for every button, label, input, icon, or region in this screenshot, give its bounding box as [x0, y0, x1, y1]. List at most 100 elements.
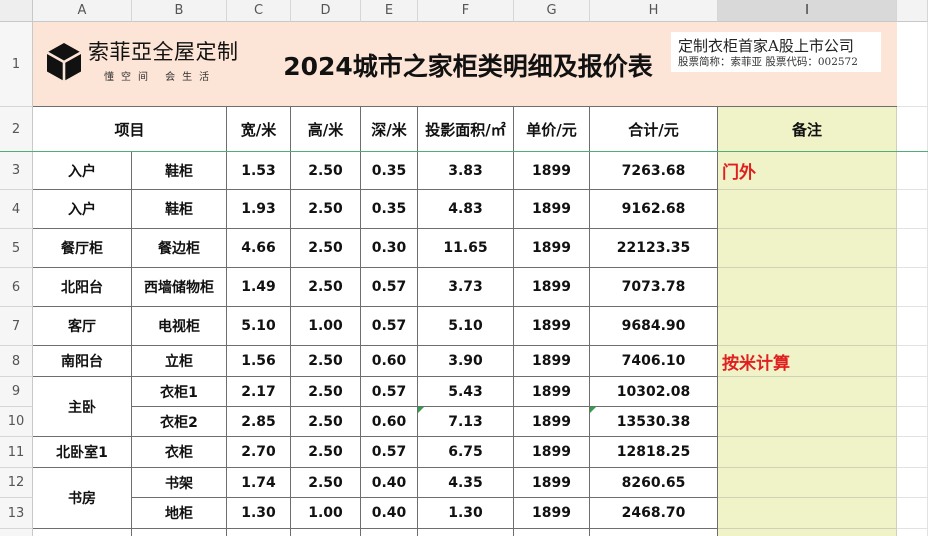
- cell-item-name[interactable]: 鞋柜: [132, 190, 227, 229]
- cell-unit-price[interactable]: 1899: [514, 229, 590, 268]
- column-header-b[interactable]: B: [132, 0, 227, 22]
- cell-area[interactable]: 5.43: [418, 377, 514, 407]
- row-header-5[interactable]: 5: [0, 229, 33, 268]
- cell-area[interactable]: 6.75: [418, 437, 514, 468]
- cell-area[interactable]: 5.10: [418, 307, 514, 346]
- select-all-corner[interactable]: [0, 0, 33, 22]
- cell-total[interactable]: 8260.65: [590, 468, 718, 498]
- header-unit-price[interactable]: 单价/元: [514, 107, 590, 152]
- column-header-next[interactable]: [897, 0, 928, 22]
- empty-cell[interactable]: [897, 190, 928, 229]
- empty-cell[interactable]: [291, 529, 361, 536]
- empty-cell[interactable]: [897, 468, 928, 498]
- row-header-1[interactable]: 1: [0, 22, 33, 107]
- cell-unit-price[interactable]: 1899: [514, 268, 590, 307]
- cell-total[interactable]: 9162.68: [590, 190, 718, 229]
- cell-height[interactable]: 2.50: [291, 229, 361, 268]
- row-header-6[interactable]: 6: [0, 268, 33, 307]
- title-banner[interactable]: 索菲亞全屋定制 懂空间 会生活 2024城市之家柜类明细及报价表 定制衣柜首家A…: [33, 22, 897, 107]
- cell-width[interactable]: 1.53: [227, 152, 291, 190]
- column-header-e[interactable]: E: [361, 0, 418, 22]
- column-header-a[interactable]: A: [33, 0, 132, 22]
- cell-unit-price[interactable]: 1899: [514, 190, 590, 229]
- cell-width[interactable]: 2.17: [227, 377, 291, 407]
- cell-remark[interactable]: [718, 407, 897, 437]
- empty-cell[interactable]: [514, 529, 590, 536]
- cell-unit-price[interactable]: 1899: [514, 346, 590, 377]
- cell-height[interactable]: 2.50: [291, 468, 361, 498]
- cell-room[interactable]: 餐厅柜: [33, 229, 132, 268]
- cell-depth[interactable]: 0.40: [361, 468, 418, 498]
- cell-height[interactable]: 2.50: [291, 268, 361, 307]
- empty-cell[interactable]: [418, 529, 514, 536]
- row-header-2[interactable]: 2: [0, 107, 33, 152]
- cell-room[interactable]: 北卧室1: [33, 437, 132, 468]
- cell-width[interactable]: 1.56: [227, 346, 291, 377]
- cell-room[interactable]: 书房: [33, 468, 132, 529]
- cell-area[interactable]: 11.65: [418, 229, 514, 268]
- header-total[interactable]: 合计/元: [590, 107, 718, 152]
- cell-item-name[interactable]: 衣柜1: [132, 377, 227, 407]
- cell-total[interactable]: 7073.78: [590, 268, 718, 307]
- empty-cell[interactable]: [897, 307, 928, 346]
- empty-cell[interactable]: [897, 22, 928, 107]
- cell-area[interactable]: 4.35: [418, 468, 514, 498]
- cell-depth[interactable]: 0.57: [361, 437, 418, 468]
- empty-cell[interactable]: [897, 107, 928, 152]
- cell-item-name[interactable]: 衣柜2: [132, 407, 227, 437]
- company-info-box[interactable]: 定制衣柜首家A股上市公司 股票简称：索菲亚 股票代码：002572: [671, 32, 881, 72]
- cell-height[interactable]: 2.50: [291, 346, 361, 377]
- cell-depth[interactable]: 0.30: [361, 229, 418, 268]
- row-header-4[interactable]: 4: [0, 190, 33, 229]
- cell-total[interactable]: 9684.90: [590, 307, 718, 346]
- empty-cell[interactable]: [132, 529, 227, 536]
- column-header-f[interactable]: F: [418, 0, 514, 22]
- empty-cell[interactable]: [897, 498, 928, 529]
- cell-unit-price[interactable]: 1899: [514, 468, 590, 498]
- row-header-9[interactable]: 9: [0, 377, 33, 407]
- cell-height[interactable]: 1.00: [291, 498, 361, 529]
- empty-cell[interactable]: [897, 268, 928, 307]
- cell-width[interactable]: 1.93: [227, 190, 291, 229]
- cell-room[interactable]: 客厅: [33, 307, 132, 346]
- column-header-c[interactable]: C: [227, 0, 291, 22]
- empty-cell[interactable]: [897, 407, 928, 437]
- cell-area[interactable]: 3.90: [418, 346, 514, 377]
- header-area[interactable]: 投影面积/㎡: [418, 107, 514, 152]
- cell-width[interactable]: 4.66: [227, 229, 291, 268]
- empty-cell[interactable]: [897, 377, 928, 407]
- row-header-8[interactable]: 8: [0, 346, 33, 377]
- cell-depth[interactable]: 0.35: [361, 152, 418, 190]
- cell-item-name[interactable]: 地柜: [132, 498, 227, 529]
- row-header-12[interactable]: 12: [0, 468, 33, 498]
- empty-cell[interactable]: [361, 529, 418, 536]
- empty-cell[interactable]: [227, 529, 291, 536]
- cell-unit-price[interactable]: 1899: [514, 437, 590, 468]
- cell-remark[interactable]: [718, 468, 897, 498]
- empty-cell[interactable]: [897, 229, 928, 268]
- cell-area[interactable]: 4.83: [418, 190, 514, 229]
- row-header-next[interactable]: [0, 529, 33, 536]
- cell-remark[interactable]: [718, 229, 897, 268]
- cell-remark[interactable]: [718, 437, 897, 468]
- cell-total[interactable]: 7406.10: [590, 346, 718, 377]
- cell-total[interactable]: 2468.70: [590, 498, 718, 529]
- empty-cell[interactable]: [590, 529, 718, 536]
- row-header-3[interactable]: 3: [0, 152, 33, 190]
- column-header-d[interactable]: D: [291, 0, 361, 22]
- row-header-13[interactable]: 13: [0, 498, 33, 529]
- cell-total[interactable]: 10302.08: [590, 377, 718, 407]
- header-depth[interactable]: 深/米: [361, 107, 418, 152]
- cell-height[interactable]: 2.50: [291, 377, 361, 407]
- cell-total[interactable]: 7263.68: [590, 152, 718, 190]
- column-header-h[interactable]: H: [590, 0, 718, 22]
- cell-item-name[interactable]: 衣柜: [132, 437, 227, 468]
- empty-cell[interactable]: [33, 529, 132, 536]
- cell-width[interactable]: 5.10: [227, 307, 291, 346]
- header-height[interactable]: 高/米: [291, 107, 361, 152]
- cell-width[interactable]: 1.30: [227, 498, 291, 529]
- cell-room[interactable]: 入户: [33, 190, 132, 229]
- header-width[interactable]: 宽/米: [227, 107, 291, 152]
- cell-remark[interactable]: [718, 498, 897, 529]
